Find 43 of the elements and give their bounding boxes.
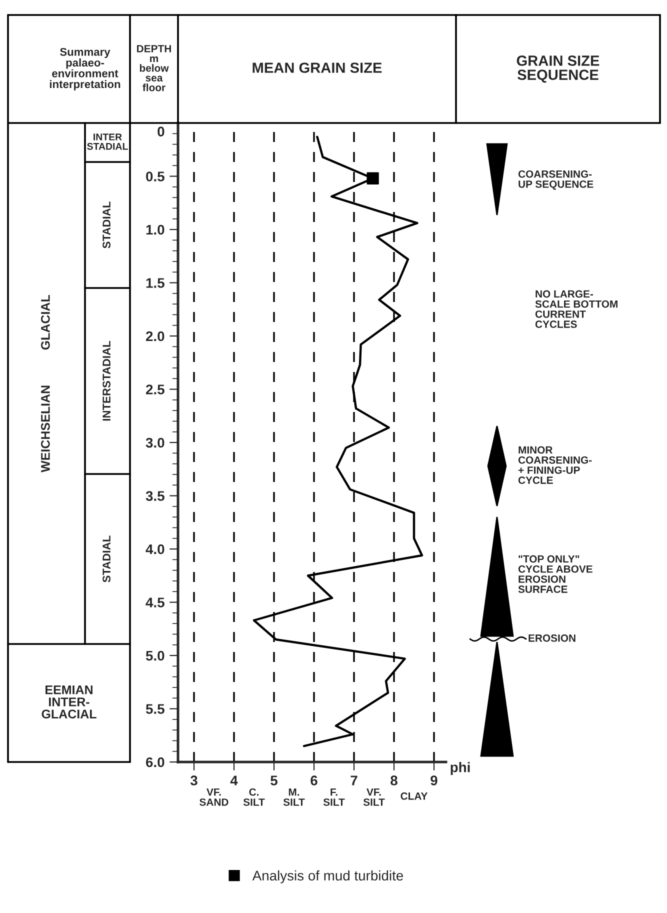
x-tick-label: 8 — [390, 776, 398, 786]
text: INTERSTADIAL — [102, 341, 110, 421]
x-tick-label: 4 — [230, 776, 238, 786]
y-tick-label: 4.5 — [146, 598, 164, 608]
x-axis-title: phi — [450, 762, 470, 775]
y-tick-label: 0 — [158, 126, 164, 137]
text: "TOP ONLY" CYCLE ABOVE EROSION SURFACE — [518, 555, 592, 593]
text: STADIAL — [102, 202, 110, 248]
text: EROSION — [528, 634, 576, 642]
text: STADIAL — [102, 536, 110, 582]
legend-label: Analysis of mud turbidite — [252, 870, 404, 884]
text: GRAIN SIZE SEQUENCE — [516, 56, 600, 83]
text: M. SILT — [283, 788, 305, 806]
y-tick-label: 5.5 — [146, 704, 164, 714]
text: Summary palaeo- environment interpretation — [50, 48, 120, 90]
y-tick-label: 3.0 — [146, 438, 164, 448]
text: EEMIAN INTER- GLACIAL — [42, 686, 96, 718]
y-tick-label: 3.5 — [146, 491, 164, 501]
y-tick-label: 5.0 — [146, 650, 164, 661]
text: INTER STADIAL — [87, 134, 128, 150]
text: VF. SAND — [200, 788, 228, 806]
text: C. SILT — [243, 788, 265, 806]
text: COARSENING- UP SEQUENCE — [518, 170, 594, 190]
y-tick-label: 0.5 — [146, 172, 164, 182]
y-tick-label: 1.0 — [146, 224, 164, 235]
text: F. SILT — [323, 788, 345, 806]
x-tick-label: 7 — [350, 776, 358, 786]
y-tick-label: 2.5 — [146, 384, 164, 394]
y-tick-label: 6.0 — [146, 757, 164, 768]
text: WEICHSELIAN GLACIAL — [41, 294, 50, 472]
text: VF. SILT — [363, 788, 385, 806]
text: CLAY — [400, 792, 428, 800]
text: MINOR COARSENING- + FINING-UP CYCLE — [518, 446, 592, 484]
y-axis-title: DEPTH m below sea floor — [137, 45, 171, 92]
chart-title: MEAN GRAIN SIZE — [252, 62, 382, 73]
y-tick-label: 2.0 — [146, 331, 164, 342]
x-tick-label: 3 — [190, 776, 198, 786]
x-tick-label: 5 — [270, 776, 278, 786]
y-tick-label: 4.0 — [146, 544, 164, 554]
x-tick-label: 6 — [310, 776, 318, 786]
text: NO LARGE- SCALE BOTTOM CURRENT CYCLES — [535, 290, 618, 328]
x-tick-label: 9 — [430, 776, 438, 786]
y-tick-label: 1.5 — [146, 278, 164, 288]
